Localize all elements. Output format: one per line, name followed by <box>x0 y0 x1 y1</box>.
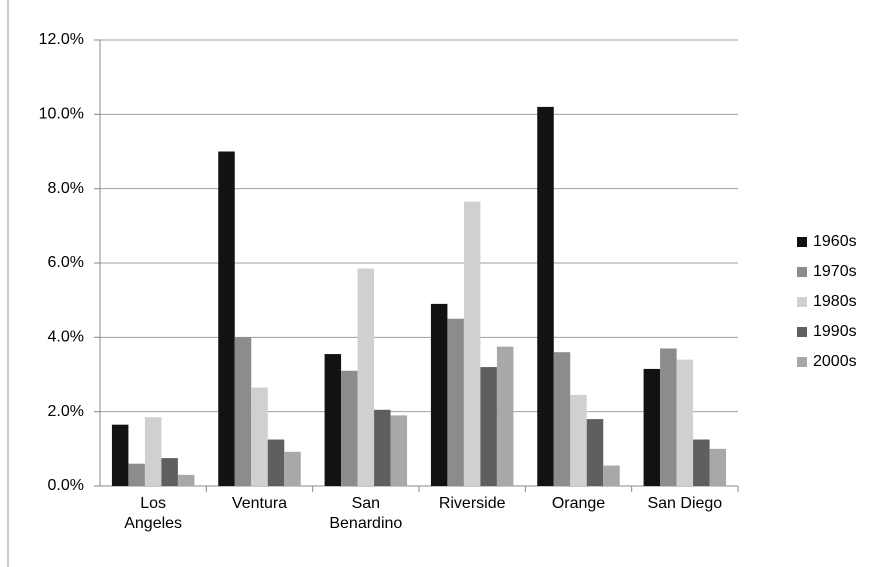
y-tick-label: 12.0% <box>39 31 84 48</box>
bar <box>218 151 235 486</box>
legend-label: 1970s <box>813 263 857 280</box>
bar <box>111 424 129 486</box>
bar <box>267 439 285 486</box>
bar <box>660 348 677 486</box>
x-tick-label: Orange <box>551 495 606 512</box>
bar <box>357 268 375 486</box>
y-tick-label: 2.0% <box>48 403 84 420</box>
bar <box>463 201 481 487</box>
x-tick-label: Ventura <box>231 495 288 512</box>
bar <box>161 458 178 486</box>
x-tick-label: San Benardino <box>329 495 403 532</box>
bar <box>144 417 162 486</box>
x-tick-label: Riverside <box>438 495 506 512</box>
bar <box>537 106 554 487</box>
legend-label: 1960s <box>813 233 857 250</box>
legend-swatch <box>797 267 807 277</box>
bar <box>676 359 694 486</box>
x-tick-label: Los Angeles <box>124 495 183 532</box>
bar <box>496 346 514 486</box>
bar <box>709 448 727 486</box>
bar <box>177 474 195 486</box>
bar <box>603 465 620 486</box>
x-tick-label: San Diego <box>647 495 723 512</box>
bar <box>480 367 497 486</box>
legend-swatch <box>797 357 807 367</box>
legend-swatch <box>797 237 807 247</box>
legend-label: 2000s <box>813 353 857 370</box>
bar <box>390 415 408 486</box>
bar <box>341 370 358 486</box>
bar <box>128 463 145 486</box>
bar <box>693 439 710 486</box>
bar <box>553 352 571 486</box>
bar <box>447 318 464 486</box>
bar <box>643 368 661 486</box>
bar <box>570 394 587 486</box>
bar <box>324 354 342 486</box>
y-tick-label: 0.0% <box>48 477 84 494</box>
bar <box>251 387 268 486</box>
legend-label: 1990s <box>813 323 857 340</box>
bar <box>374 409 391 486</box>
bar <box>586 419 604 486</box>
bar <box>430 303 448 486</box>
y-tick-label: 10.0% <box>39 106 84 123</box>
y-tick-label: 4.0% <box>48 329 84 346</box>
y-tick-label: 8.0% <box>48 180 84 197</box>
y-tick-label: 6.0% <box>48 254 84 271</box>
legend-swatch <box>797 327 807 337</box>
bar <box>234 337 252 486</box>
bar <box>284 451 301 486</box>
legend-label: 1980s <box>813 293 857 310</box>
legend-swatch <box>797 297 807 307</box>
